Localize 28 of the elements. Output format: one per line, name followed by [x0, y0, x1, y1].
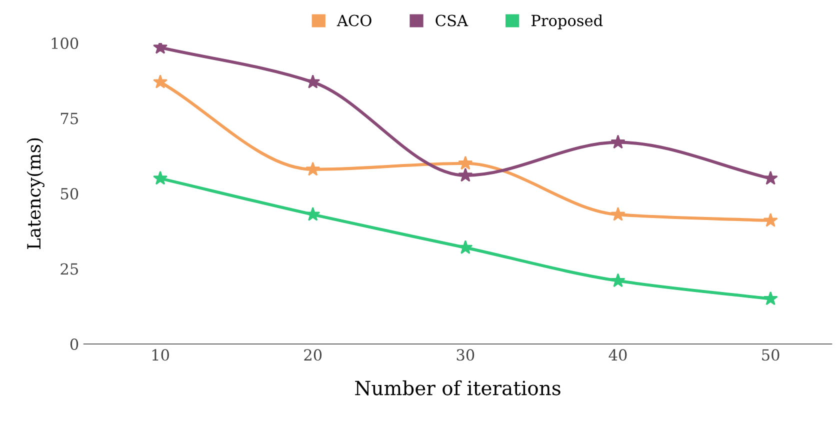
y-tick-label: 25 — [60, 263, 78, 275]
point — [763, 212, 778, 227]
legend-label: ACO — [336, 14, 372, 26]
point — [152, 170, 168, 185]
point — [458, 240, 473, 254]
x-tick-label: 30 — [456, 349, 474, 361]
legend-label: Proposed — [532, 14, 603, 30]
x-axis-title: Number of iterations — [355, 380, 560, 396]
y-tick-label: 50 — [60, 188, 78, 200]
legend-label: CSA — [436, 14, 468, 26]
x-tick-label: 50 — [762, 349, 780, 361]
point — [458, 156, 473, 170]
y-axis-title: Latency(ms) — [26, 138, 44, 250]
x-tick-label: 40 — [608, 349, 627, 361]
y-tick-label: 100 — [52, 37, 78, 50]
point — [610, 134, 626, 149]
y-tick-label: 75 — [60, 112, 78, 124]
point — [610, 273, 626, 288]
point — [306, 162, 320, 176]
point — [763, 291, 778, 306]
point — [458, 168, 473, 182]
point — [306, 206, 320, 221]
point — [610, 206, 626, 221]
point — [152, 74, 168, 88]
x-tick-label: 10 — [152, 349, 169, 361]
x-tick-label: 20 — [304, 349, 322, 361]
y-tick-label: 0 — [70, 338, 78, 350]
point — [763, 170, 778, 185]
